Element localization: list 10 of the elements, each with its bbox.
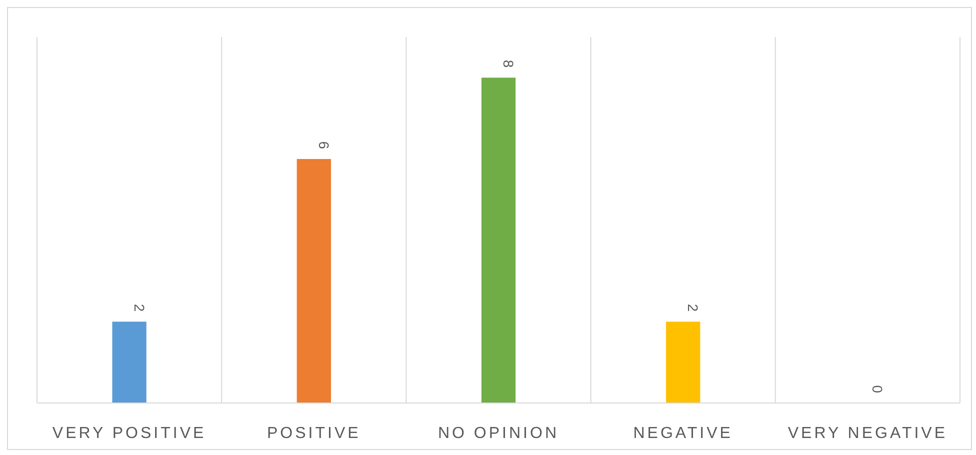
x-tick-label: POSITIVE xyxy=(267,425,361,442)
data-label: 2 xyxy=(131,304,148,312)
data-label: 8 xyxy=(500,60,516,68)
x-tick-label: NO OPINION xyxy=(438,425,560,442)
data-label: 2 xyxy=(685,304,702,312)
x-tick-label: VERY NEGATIVE xyxy=(788,425,948,442)
x-tick-label: NEGATIVE xyxy=(633,425,733,442)
x-tick-label: VERY POSITIVE xyxy=(52,425,206,442)
data-label: 6 xyxy=(316,141,332,150)
data-label: 0 xyxy=(870,385,886,394)
